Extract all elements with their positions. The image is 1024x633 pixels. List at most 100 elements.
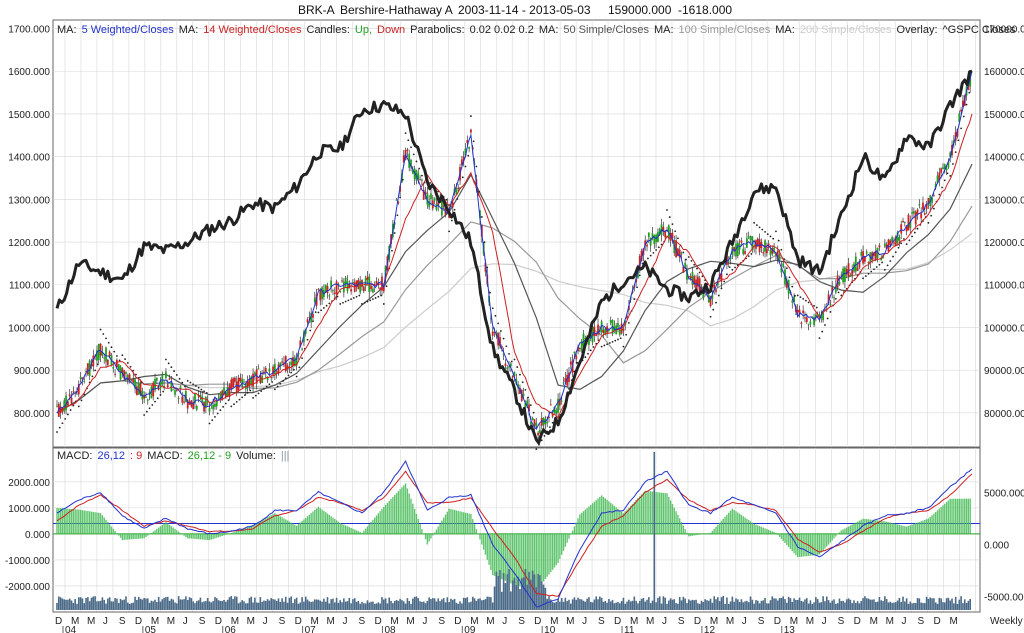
candle-body <box>558 398 561 406</box>
candle-body <box>682 266 685 273</box>
candle-body <box>566 374 569 386</box>
candle-body <box>687 276 690 278</box>
sar-dot <box>328 302 331 305</box>
month-tick-label: S <box>279 616 286 627</box>
candle-body <box>834 285 837 293</box>
candle-body <box>308 316 311 318</box>
candle-body <box>195 405 198 410</box>
sar-dot <box>734 266 736 269</box>
year-tick-label: 08 <box>384 625 396 633</box>
candle-body <box>560 400 563 402</box>
month-tick-label: S <box>598 616 605 627</box>
candle-body <box>898 237 901 241</box>
candle-body <box>686 269 688 280</box>
sar-dot <box>497 322 500 325</box>
sar-dot <box>301 357 303 360</box>
sar-dot <box>415 160 418 163</box>
candle-body <box>504 363 507 366</box>
sar-dot <box>148 407 151 410</box>
sar-dot <box>815 306 818 309</box>
candle-body <box>747 236 750 238</box>
candle-body <box>326 286 329 294</box>
sar-dot <box>516 366 519 368</box>
ma-100-line <box>56 205 973 414</box>
sar-dot <box>184 385 186 388</box>
candle-body <box>199 394 202 398</box>
price-legend-item: Overlay: <box>897 24 938 36</box>
candle-body <box>430 193 432 199</box>
candle-body <box>676 248 679 256</box>
candle-body <box>181 396 184 403</box>
candle-body <box>56 405 58 407</box>
candle-body <box>854 256 857 272</box>
candle-body <box>675 240 677 258</box>
candle-body <box>268 368 271 372</box>
candle-body <box>460 159 463 166</box>
price-tick-label: 1500.000 <box>8 110 50 121</box>
candle-body <box>820 315 823 318</box>
sar-dot <box>649 254 652 257</box>
sar-dot <box>862 277 864 280</box>
month-tick-label: S <box>918 616 925 627</box>
sar-dot <box>254 394 257 397</box>
macd-legend-item: Volume: <box>236 450 276 462</box>
sar-dot <box>824 324 826 326</box>
sar-dot <box>889 260 892 262</box>
sar-dot <box>758 226 761 229</box>
candle-body <box>333 292 336 294</box>
month-tick-label: J <box>502 616 507 627</box>
candle-body <box>172 389 175 391</box>
candle-body <box>66 401 69 406</box>
sar-dot <box>723 280 726 283</box>
candle-body <box>698 278 701 292</box>
sar-dot <box>159 394 162 396</box>
candle-body <box>662 226 665 232</box>
sar-dot <box>282 380 284 382</box>
sar-dot <box>290 371 293 374</box>
candle-body <box>411 170 414 174</box>
candle-body <box>934 183 937 188</box>
candle-body <box>466 140 469 143</box>
year-tick-label: 09 <box>464 625 476 633</box>
sar-dot <box>325 304 328 307</box>
month-tick-label: M <box>327 616 335 627</box>
month-tick-label: J <box>662 616 667 627</box>
sar-dot <box>105 337 107 340</box>
year-tick-label: 06 <box>225 625 237 633</box>
sar-dot <box>295 375 298 378</box>
candle-body <box>421 179 423 181</box>
sar-dot <box>203 390 205 393</box>
candle-body <box>489 318 492 320</box>
sar-dot <box>881 261 884 264</box>
candle-body <box>775 252 777 256</box>
sar-dot <box>549 426 551 429</box>
sar-dot <box>633 298 636 301</box>
sar-dot <box>867 272 870 275</box>
candle-body <box>907 214 910 231</box>
candle-body <box>506 367 509 370</box>
candle-body <box>290 361 293 366</box>
candle-body <box>88 360 91 376</box>
sar-dot <box>769 235 772 238</box>
sar-dot <box>284 377 287 380</box>
candle-body <box>284 356 287 372</box>
candle-body <box>194 393 196 404</box>
month-tick-label: J <box>103 616 108 627</box>
candle-body <box>880 257 883 261</box>
overlay-tick-label: 120000.000 <box>984 238 1024 249</box>
month-tick-label: J <box>902 616 907 627</box>
sar-dot <box>322 307 325 309</box>
candle-body <box>618 329 621 335</box>
candle-body <box>419 179 421 181</box>
sar-dot <box>363 301 366 304</box>
sar-dot <box>949 174 952 177</box>
candle-body <box>310 313 313 323</box>
candle-body <box>842 268 845 283</box>
sar-dot <box>410 146 412 149</box>
candle-body <box>248 378 251 386</box>
candle-body <box>99 343 102 356</box>
price-tick-label: 1700.000 <box>8 25 50 36</box>
candle-body <box>362 286 365 292</box>
candle-body <box>246 381 249 387</box>
candle-body <box>433 197 436 201</box>
